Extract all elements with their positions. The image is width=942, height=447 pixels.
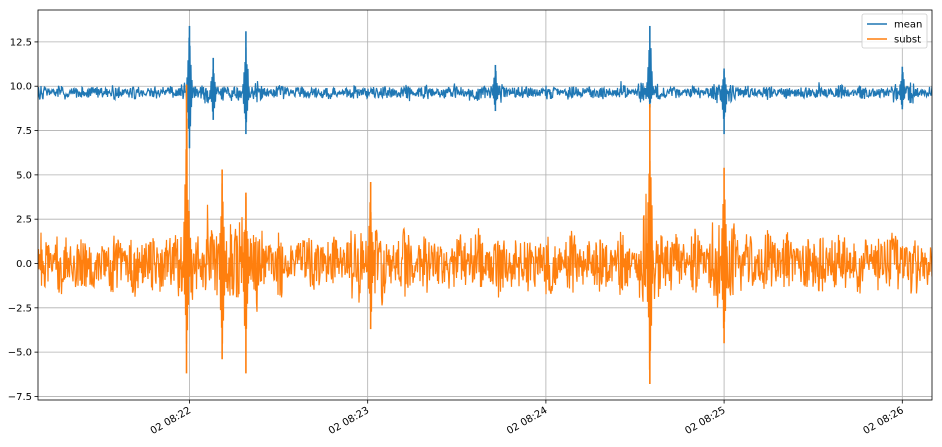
y-tick-label: −7.5 bbox=[8, 392, 32, 403]
legend-label-mean: mean bbox=[894, 20, 922, 31]
y-tick-label: 10.0 bbox=[10, 82, 32, 93]
y-axis: −7.5 −5.0 −2.5 0.0 2.5 5.0 7.5 10.0 12.5 bbox=[8, 37, 38, 403]
axes-frame bbox=[37, 9, 933, 401]
y-tick-label: 7.5 bbox=[16, 126, 32, 137]
series-line-mean bbox=[38, 37, 932, 131]
legend: mean subst bbox=[861, 13, 928, 49]
y-tick-label: 12.5 bbox=[10, 37, 32, 48]
y-tick-label: 0.0 bbox=[16, 259, 32, 270]
plot-area bbox=[38, 25, 932, 385]
legend-label-subst: subst bbox=[894, 35, 921, 46]
y-tick-label: 2.5 bbox=[16, 215, 32, 226]
y-tick-label: 5.0 bbox=[16, 170, 32, 181]
y-tick-label: −2.5 bbox=[8, 303, 32, 314]
y-tick-label: −5.0 bbox=[8, 348, 32, 359]
